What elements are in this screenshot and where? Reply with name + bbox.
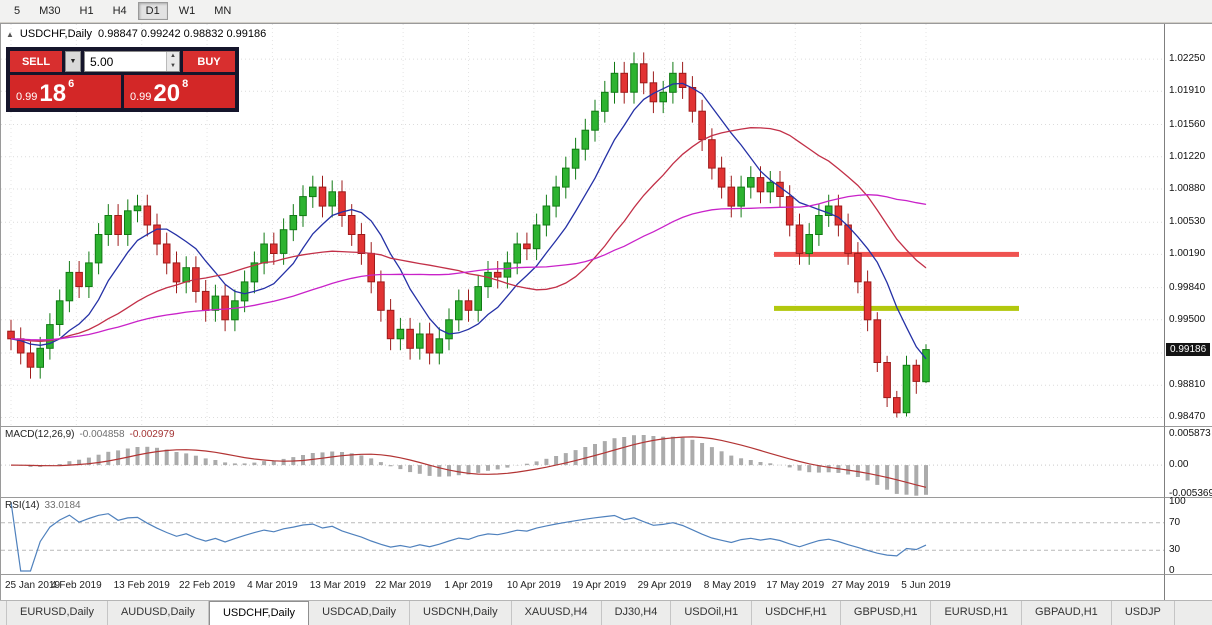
- price-scale-label: 1.01560: [1169, 118, 1206, 130]
- buy-price-big: 20: [153, 80, 181, 107]
- chart-ohlc-values: 0.98847 0.99242 0.98832 0.99186: [98, 28, 267, 40]
- date-axis-label: 10 Apr 2019: [506, 580, 561, 591]
- rsi-scale-label: 100: [1169, 496, 1186, 507]
- one-click-trading-panel: SELL ▼ ▲ ▼ BUY 0.99: [6, 47, 239, 112]
- sell-price-sup: 6: [68, 78, 75, 90]
- price-scale-label: 1.02250: [1169, 53, 1206, 65]
- chart-tabs-bar: EURUSD,Daily AUDUSD,Daily USDCHF,Daily USDC…: [0, 600, 1212, 625]
- sell-price-display[interactable]: 0.99 18 6: [10, 75, 121, 108]
- volume-field-wrap: ▲ ▼: [84, 51, 180, 72]
- chart-tab-gbpaud-h1[interactable]: GBPAUD,H1: [1022, 601, 1112, 625]
- rsi-pane[interactable]: RSI(14) 33.0184: [1, 497, 1164, 574]
- chart-tab-usdjp[interactable]: USDJP: [1112, 601, 1175, 625]
- macd-scale: 0.005873 0.00 -0.005369: [1164, 426, 1212, 499]
- date-axis-label: 5 Jun 2019: [901, 580, 951, 591]
- price-scale-label: 0.98470: [1169, 411, 1206, 423]
- date-axis-label: 27 May 2019: [831, 580, 890, 591]
- chart-tab-eurusd-daily[interactable]: EURUSD,Daily: [6, 601, 108, 625]
- volume-decrease-button[interactable]: ▼: [167, 61, 179, 71]
- current-price-tag: 0.99186: [1166, 342, 1211, 356]
- macd-scale-label: -0.005369: [1169, 487, 1212, 499]
- sell-price-prefix: 0.99: [16, 91, 38, 103]
- macd-signal-value: -0.002979: [129, 429, 175, 440]
- date-axis-label: 19 Apr 2019: [572, 580, 627, 591]
- rsi-label: RSI(14) 33.0184: [5, 500, 81, 511]
- chart-tab-usdcnh-daily[interactable]: USDCNH,Daily: [410, 601, 512, 625]
- rsi-scale-label: 30: [1169, 544, 1181, 556]
- chevron-down-icon: ▼: [69, 58, 77, 65]
- main-chart-pane[interactable]: ▲ USDCHF,Daily 0.98847 0.99242 0.98832 0…: [1, 24, 1164, 426]
- price-scale-label: 1.01910: [1169, 85, 1206, 97]
- sell-button[interactable]: SELL: [10, 51, 62, 72]
- volume-stepper: ▲ ▼: [166, 52, 179, 71]
- chart-tab-xauusd-h4[interactable]: XAUUSD,H4: [512, 601, 602, 625]
- date-axis-label: 13 Mar 2019: [309, 580, 366, 591]
- volume-dropdown-button[interactable]: ▼: [65, 51, 81, 72]
- sell-price-big: 18: [39, 80, 67, 107]
- macd-main-value: -0.004858: [79, 429, 125, 440]
- date-axis-label: 17 May 2019: [766, 580, 825, 591]
- timeframe-button-h1[interactable]: H1: [79, 5, 94, 17]
- price-scale-label: 0.99840: [1169, 281, 1206, 293]
- macd-scale-label: 0.005873: [1169, 428, 1211, 440]
- macd-scale-label: 0.00: [1169, 459, 1189, 471]
- macd-label: MACD(12,26,9) -0.004858 -0.002979: [5, 429, 175, 440]
- timeframe-button-w1[interactable]: W1: [178, 5, 196, 17]
- macd-name: MACD(12,26,9): [5, 429, 75, 440]
- timeframe-button-5[interactable]: 5: [14, 5, 21, 17]
- chart-tab-dj30-h4[interactable]: DJ30,H4: [602, 601, 672, 625]
- date-axis-label: 1 Apr 2019: [444, 580, 493, 591]
- date-axis-label: 4 Feb 2019: [51, 580, 102, 591]
- chart-tab-eurusd-h1[interactable]: EURUSD,H1: [931, 601, 1023, 625]
- rsi-chart-canvas[interactable]: [1, 498, 1164, 575]
- date-axis-label: 22 Feb 2019: [178, 580, 236, 591]
- rsi-value: 33.0184: [44, 500, 81, 511]
- buy-price-prefix: 0.99: [130, 91, 152, 103]
- macd-chart-canvas[interactable]: [1, 427, 1164, 498]
- date-axis-label: 29 Apr 2019: [637, 580, 692, 591]
- price-scale-label: 1.01220: [1169, 150, 1206, 162]
- chart-tab-gbpusd-h1[interactable]: GBPUSD,H1: [841, 601, 932, 625]
- candlestick-chart-canvas[interactable]: [1, 24, 1164, 426]
- date-axis-label: 8 May 2019: [703, 580, 757, 591]
- rsi-scale: 100 70 30 0: [1164, 496, 1212, 576]
- chart-header: ▲ USDCHF,Daily 0.98847 0.99242 0.98832 0…: [6, 28, 266, 40]
- volume-input[interactable]: [85, 52, 166, 71]
- scale-corner: [1164, 574, 1212, 600]
- timeframe-button-h4[interactable]: H4: [112, 5, 127, 17]
- price-scale[interactable]: 1.02250 1.01910 1.01560 1.01220 1.00880 1.005…: [1164, 24, 1212, 426]
- price-scale-label: 1.00530: [1169, 216, 1206, 228]
- date-axis[interactable]: 25 Jan 2019 4 Feb 2019 13 Feb 2019 22 Feb 2…: [1, 574, 1164, 600]
- timeframe-button-mn[interactable]: MN: [214, 5, 232, 17]
- rsi-name: RSI(14): [5, 500, 40, 511]
- rsi-scale-label: 0: [1169, 565, 1175, 576]
- collapse-chart-icon[interactable]: ▲: [6, 29, 14, 39]
- chart-tab-usdchf-daily[interactable]: USDCHF,Daily: [208, 601, 310, 625]
- date-axis-label: 4 Mar 2019: [247, 580, 298, 591]
- date-axis-label: 22 Mar 2019: [375, 580, 432, 591]
- chart-tab-usdcad-daily[interactable]: USDCAD,Daily: [309, 601, 411, 625]
- chart-window: ▲ USDCHF,Daily 0.98847 0.99242 0.98832 0…: [0, 23, 1212, 600]
- buy-price-sup: 8: [182, 78, 189, 90]
- price-scale-label: 0.98810: [1169, 379, 1206, 391]
- volume-increase-button[interactable]: ▲: [167, 52, 179, 62]
- chart-tab-usdchf-h1[interactable]: USDCHF,H1: [752, 601, 841, 625]
- timeframe-button-d1[interactable]: D1: [137, 2, 168, 20]
- chart-symbol-title: USDCHF,Daily: [19, 28, 93, 40]
- buy-price-display[interactable]: 0.99 20 8: [124, 75, 235, 108]
- price-scale-label: 1.00880: [1169, 182, 1206, 194]
- buy-button[interactable]: BUY: [183, 51, 235, 72]
- date-axis-label: 25 Jan 2019: [5, 580, 61, 591]
- macd-pane[interactable]: MACD(12,26,9) -0.004858 -0.002979: [1, 426, 1164, 497]
- date-axis-label: 13 Feb 2019: [113, 580, 170, 591]
- rsi-scale-label: 70: [1169, 516, 1181, 528]
- price-scale-label: 1.00190: [1169, 248, 1206, 260]
- chart-tab-audusd-daily[interactable]: AUDUSD,Daily: [108, 601, 209, 625]
- chart-tab-usdoil-h1[interactable]: USDOil,H1: [671, 601, 753, 625]
- timeframe-toolbar: 5 M30 H1 H4 D1 W1 MN: [0, 0, 1212, 23]
- price-scale-label: 0.99500: [1169, 313, 1206, 325]
- timeframe-button-m30[interactable]: M30: [39, 5, 61, 17]
